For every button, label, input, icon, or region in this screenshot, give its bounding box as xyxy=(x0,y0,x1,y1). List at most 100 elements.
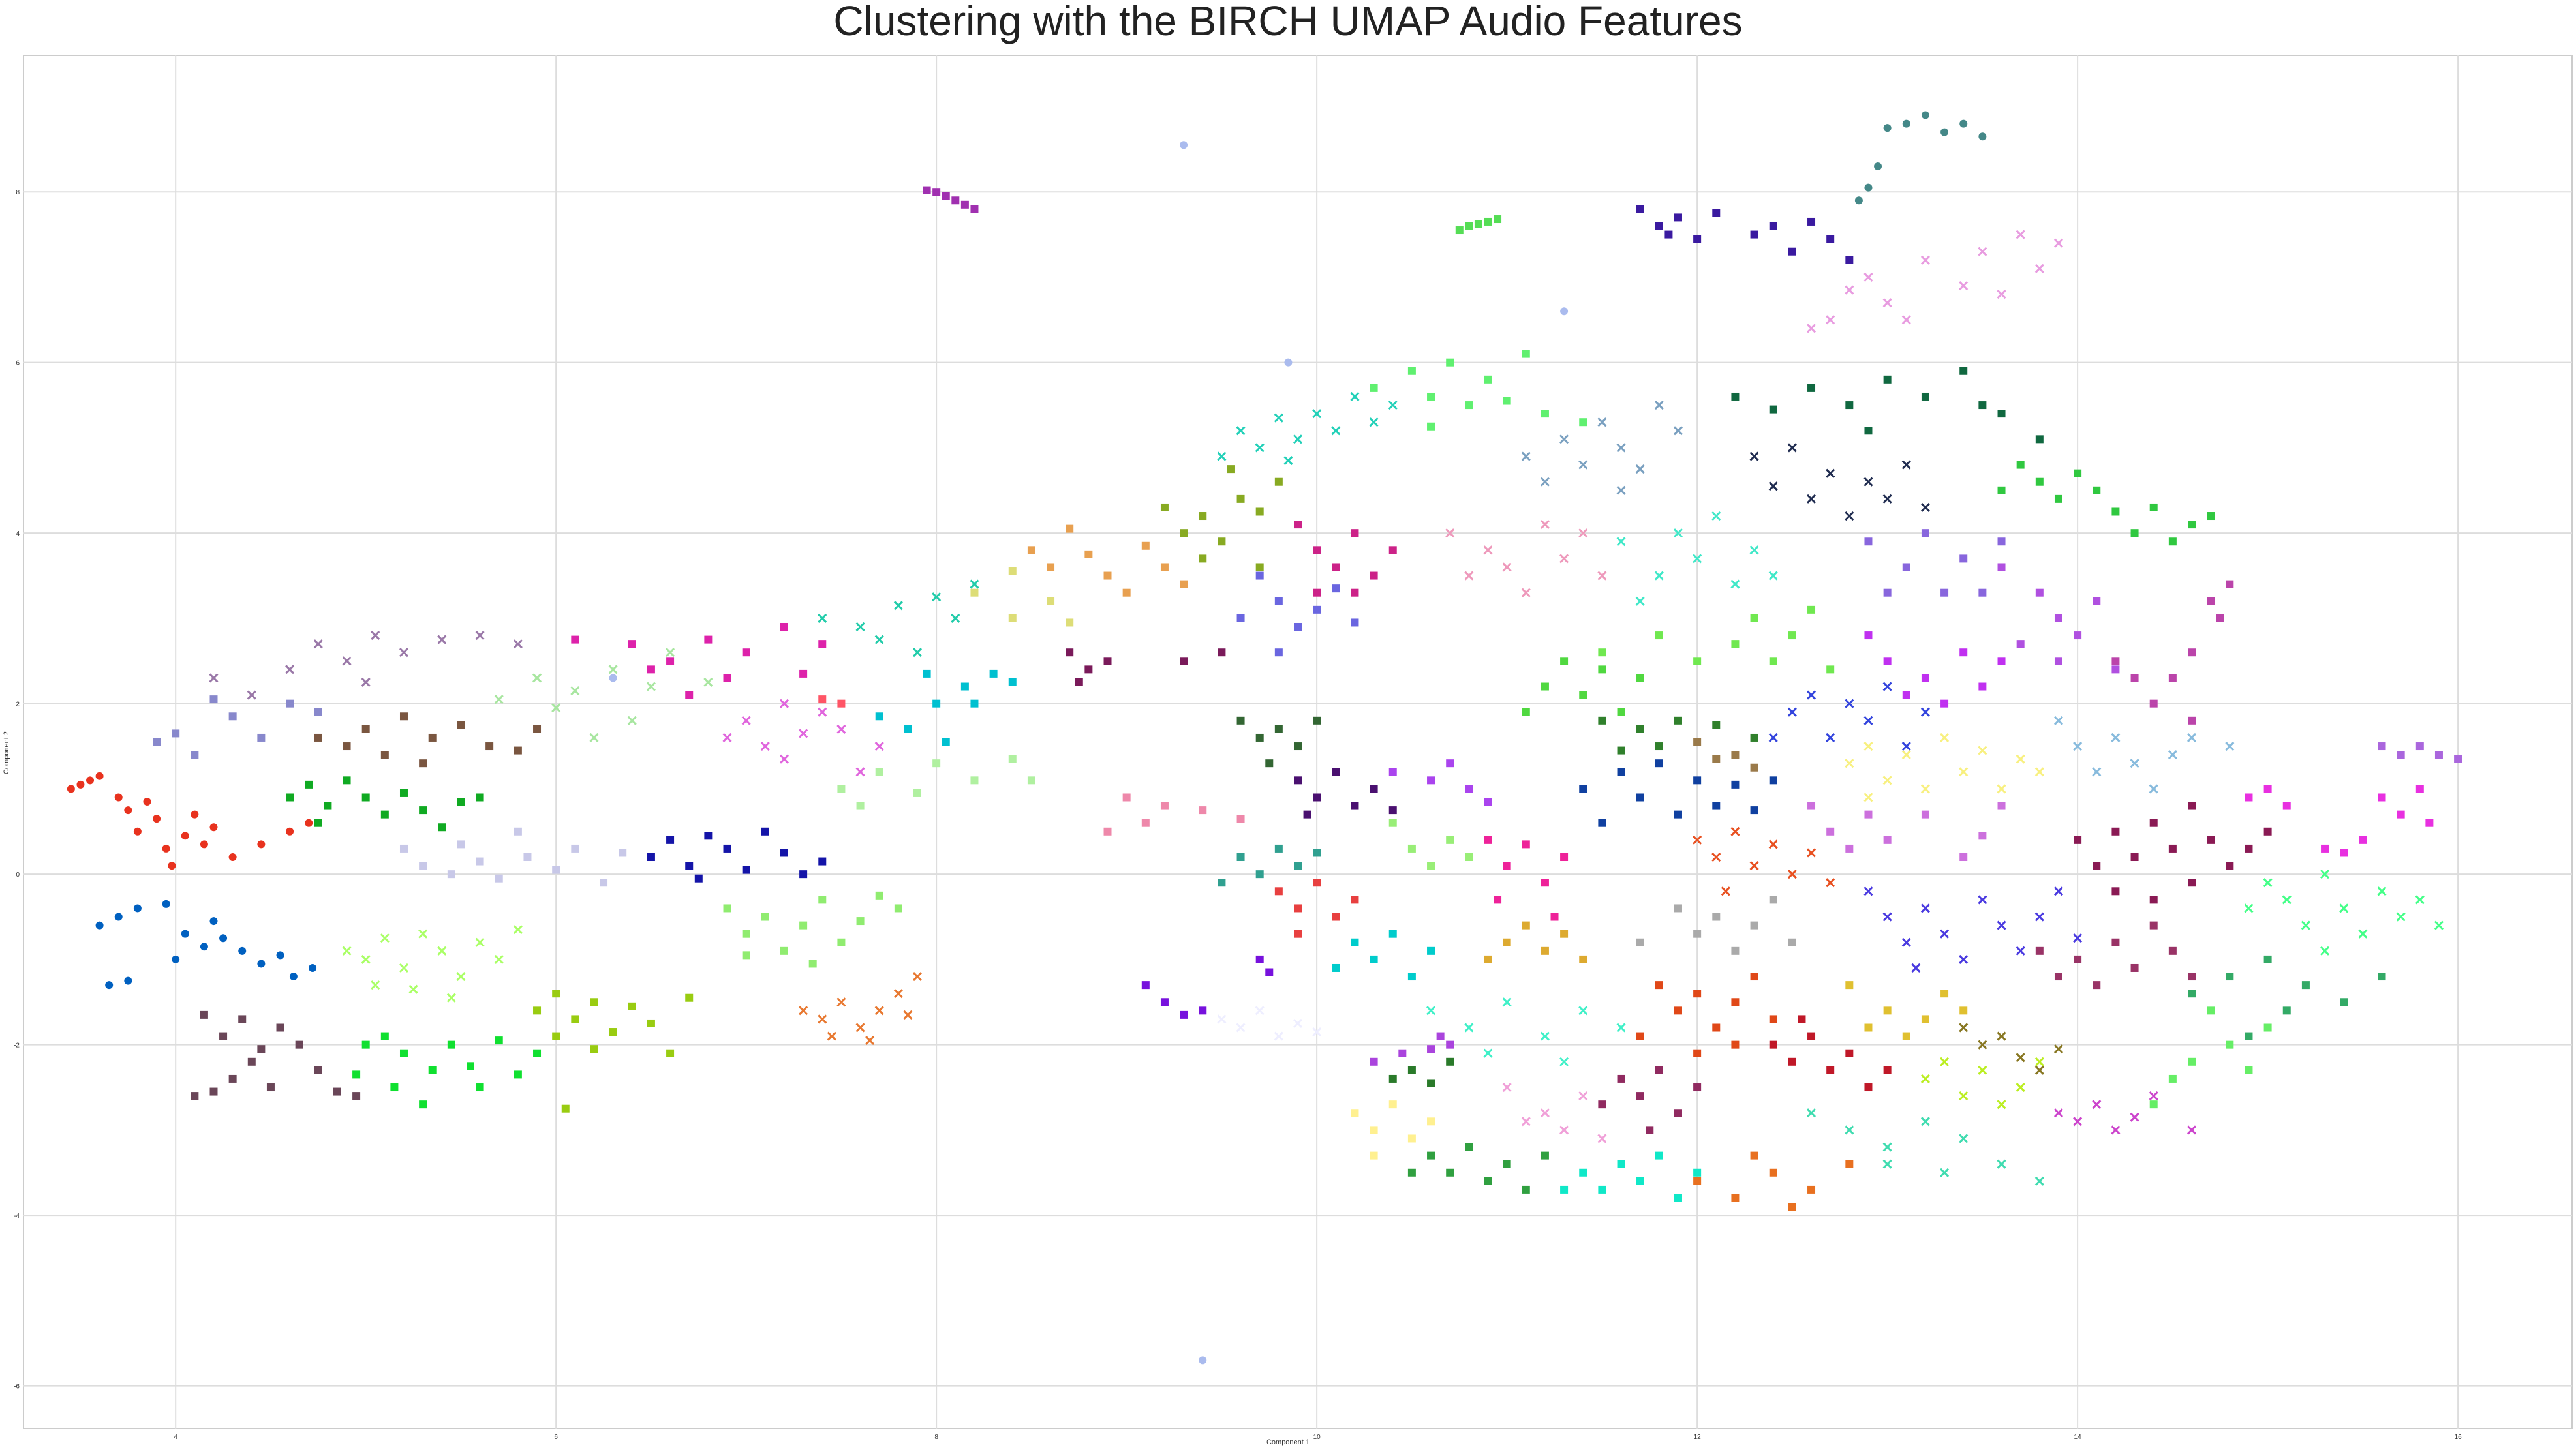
point-0-14 xyxy=(168,862,176,870)
point-32-8 xyxy=(1768,481,1778,491)
point-60-2 xyxy=(2245,1066,2253,1074)
point-76-2 xyxy=(1427,1045,1435,1053)
point-46-7 xyxy=(1978,746,1987,755)
point-34-1 xyxy=(1313,546,1321,554)
point-33-11 xyxy=(2168,537,2177,546)
point-44-6 xyxy=(1617,708,1625,716)
point-67-1 xyxy=(1636,1092,1644,1100)
series-57 xyxy=(2244,870,2444,956)
point-7-10 xyxy=(742,951,750,960)
point-90-0 xyxy=(818,695,827,704)
point-29-2 xyxy=(1427,392,1435,401)
point-14-9 xyxy=(703,677,713,688)
point-53-11 xyxy=(2073,933,2083,943)
point-74-2 xyxy=(1388,1100,1397,1109)
point-81-1 xyxy=(1236,1023,1246,1033)
point-4-3 xyxy=(399,963,409,973)
point-5-6 xyxy=(647,1019,655,1027)
point-31-2 xyxy=(1807,384,1816,392)
point-80-5 xyxy=(1218,879,1226,887)
point-36-7 xyxy=(1521,588,1531,597)
point-8-3 xyxy=(704,832,713,840)
series-67 xyxy=(1598,1066,1702,1134)
point-0-13 xyxy=(200,840,208,849)
point-8-5 xyxy=(742,866,750,874)
point-10-10 xyxy=(476,793,484,802)
point-73-0 xyxy=(1427,1151,1435,1160)
point-34-4 xyxy=(1370,571,1378,580)
point-86-2 xyxy=(1427,862,1435,870)
point-14-0 xyxy=(494,695,504,704)
point-0-3 xyxy=(67,785,75,793)
point-83-5 xyxy=(1388,806,1397,815)
point-70-7 xyxy=(1560,1185,1569,1194)
series-82 xyxy=(1141,955,1274,1019)
point-29-10 xyxy=(1427,422,1435,431)
point-13-0 xyxy=(209,673,219,683)
series-80 xyxy=(1218,844,1321,887)
series-76 xyxy=(1370,1032,1454,1066)
point-0-18 xyxy=(305,819,313,827)
series-1 xyxy=(95,900,317,990)
point-53-12 xyxy=(1911,963,1921,973)
point-56-5 xyxy=(2359,836,2367,844)
point-0-7 xyxy=(153,815,161,823)
point-41-5 xyxy=(1826,665,1835,674)
series-26 xyxy=(1854,111,1987,205)
point-9-0 xyxy=(399,844,408,853)
point-65-3 xyxy=(1826,1066,1835,1074)
point-78-4 xyxy=(1427,946,1435,955)
point-48-7 xyxy=(1731,780,1740,789)
point-71-2 xyxy=(1769,1168,1777,1177)
point-20-0 xyxy=(1027,546,1035,554)
point-30-2 xyxy=(1578,460,1588,470)
series-32 xyxy=(1749,443,1930,521)
point-17-4 xyxy=(970,579,979,589)
point-10-3 xyxy=(343,776,351,785)
series-17 xyxy=(818,579,979,658)
point-66-5 xyxy=(1750,973,1758,981)
point-60-3 xyxy=(2263,1023,2272,1032)
series-45 xyxy=(1598,716,1758,755)
point-91-0 xyxy=(1180,141,1188,149)
series-2 xyxy=(191,1010,361,1100)
point-79-0 xyxy=(1274,887,1283,896)
point-54-9 xyxy=(2245,844,2253,853)
point-4-11 xyxy=(446,993,456,1003)
y-tick-label: -2 xyxy=(14,1042,20,1050)
point-38-6 xyxy=(1940,588,1949,597)
point-66-2 xyxy=(1693,990,1702,998)
y-tick-label: 2 xyxy=(16,701,20,708)
point-58-6 xyxy=(2245,1032,2253,1040)
point-86-0 xyxy=(1388,819,1397,827)
point-65-0 xyxy=(1769,1040,1777,1049)
point-54-2 xyxy=(2111,827,2120,836)
series-72 xyxy=(1806,1108,2044,1186)
point-47-2 xyxy=(2092,767,2102,777)
series-33 xyxy=(1997,461,2215,546)
point-14-2 xyxy=(551,703,561,713)
point-76-0 xyxy=(1370,1057,1378,1066)
point-32-3 xyxy=(1863,477,1873,487)
point-74-1 xyxy=(1370,1126,1378,1134)
point-24-3 xyxy=(1494,215,1502,224)
point-39-7 xyxy=(2016,640,2025,648)
point-12-5 xyxy=(286,699,294,708)
point-20-6 xyxy=(1180,580,1188,588)
point-44-5 xyxy=(1522,708,1530,716)
point-72-6 xyxy=(2034,1176,2044,1186)
point-61-1 xyxy=(2073,1117,2083,1127)
point-82-1 xyxy=(1160,998,1169,1006)
point-29-9 xyxy=(1579,418,1587,427)
point-5-10 xyxy=(552,1032,560,1040)
point-18-7 xyxy=(970,699,979,708)
point-31-0 xyxy=(1731,392,1740,401)
point-41-7 xyxy=(1655,631,1663,640)
point-55-7 xyxy=(2168,946,2177,955)
series-59 xyxy=(2378,742,2462,763)
point-57-7 xyxy=(2377,886,2387,896)
point-55-3 xyxy=(2093,981,2101,990)
point-15-5 xyxy=(780,622,788,631)
point-25-4 xyxy=(1712,209,1721,217)
point-38-2 xyxy=(1921,529,1929,537)
